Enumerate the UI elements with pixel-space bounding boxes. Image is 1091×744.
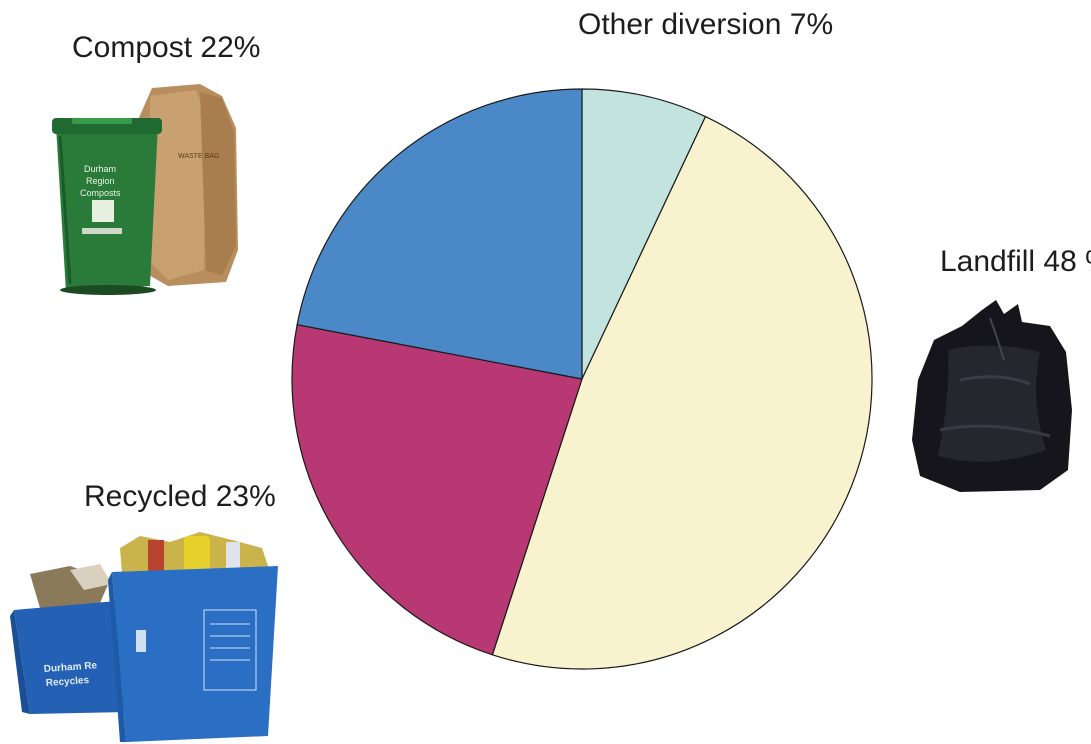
pie-slice-compost xyxy=(296,88,583,380)
green-compost-bin-and-yard-bags-icon: WASTE BAG Durham Region Composts xyxy=(52,84,238,295)
other-diversion-label: Other diversion 7% xyxy=(578,8,834,41)
svg-text:Region: Region xyxy=(86,176,115,186)
recycled-label: Recycled 23% xyxy=(84,480,276,513)
svg-text:WASTE BAG: WASTE BAG xyxy=(178,153,219,160)
black-garbage-bag-icon xyxy=(912,300,1072,492)
landfill-label: Landfill 48 % xyxy=(940,245,1091,278)
compost-label: Compost 22% xyxy=(72,31,261,64)
pie-slice-other xyxy=(581,88,707,380)
svg-text:Durham: Durham xyxy=(84,164,116,174)
svg-text:Composts: Composts xyxy=(80,188,121,198)
pie-slice-recycled xyxy=(291,324,583,656)
blue-recycling-boxes-icon: Durham Re Recycles xyxy=(10,532,278,742)
pie-slices xyxy=(291,88,873,670)
pie-slice-landfill xyxy=(491,116,873,670)
svg-text:Recycles: Recycles xyxy=(45,675,89,689)
svg-text:Durham Re: Durham Re xyxy=(43,660,97,675)
